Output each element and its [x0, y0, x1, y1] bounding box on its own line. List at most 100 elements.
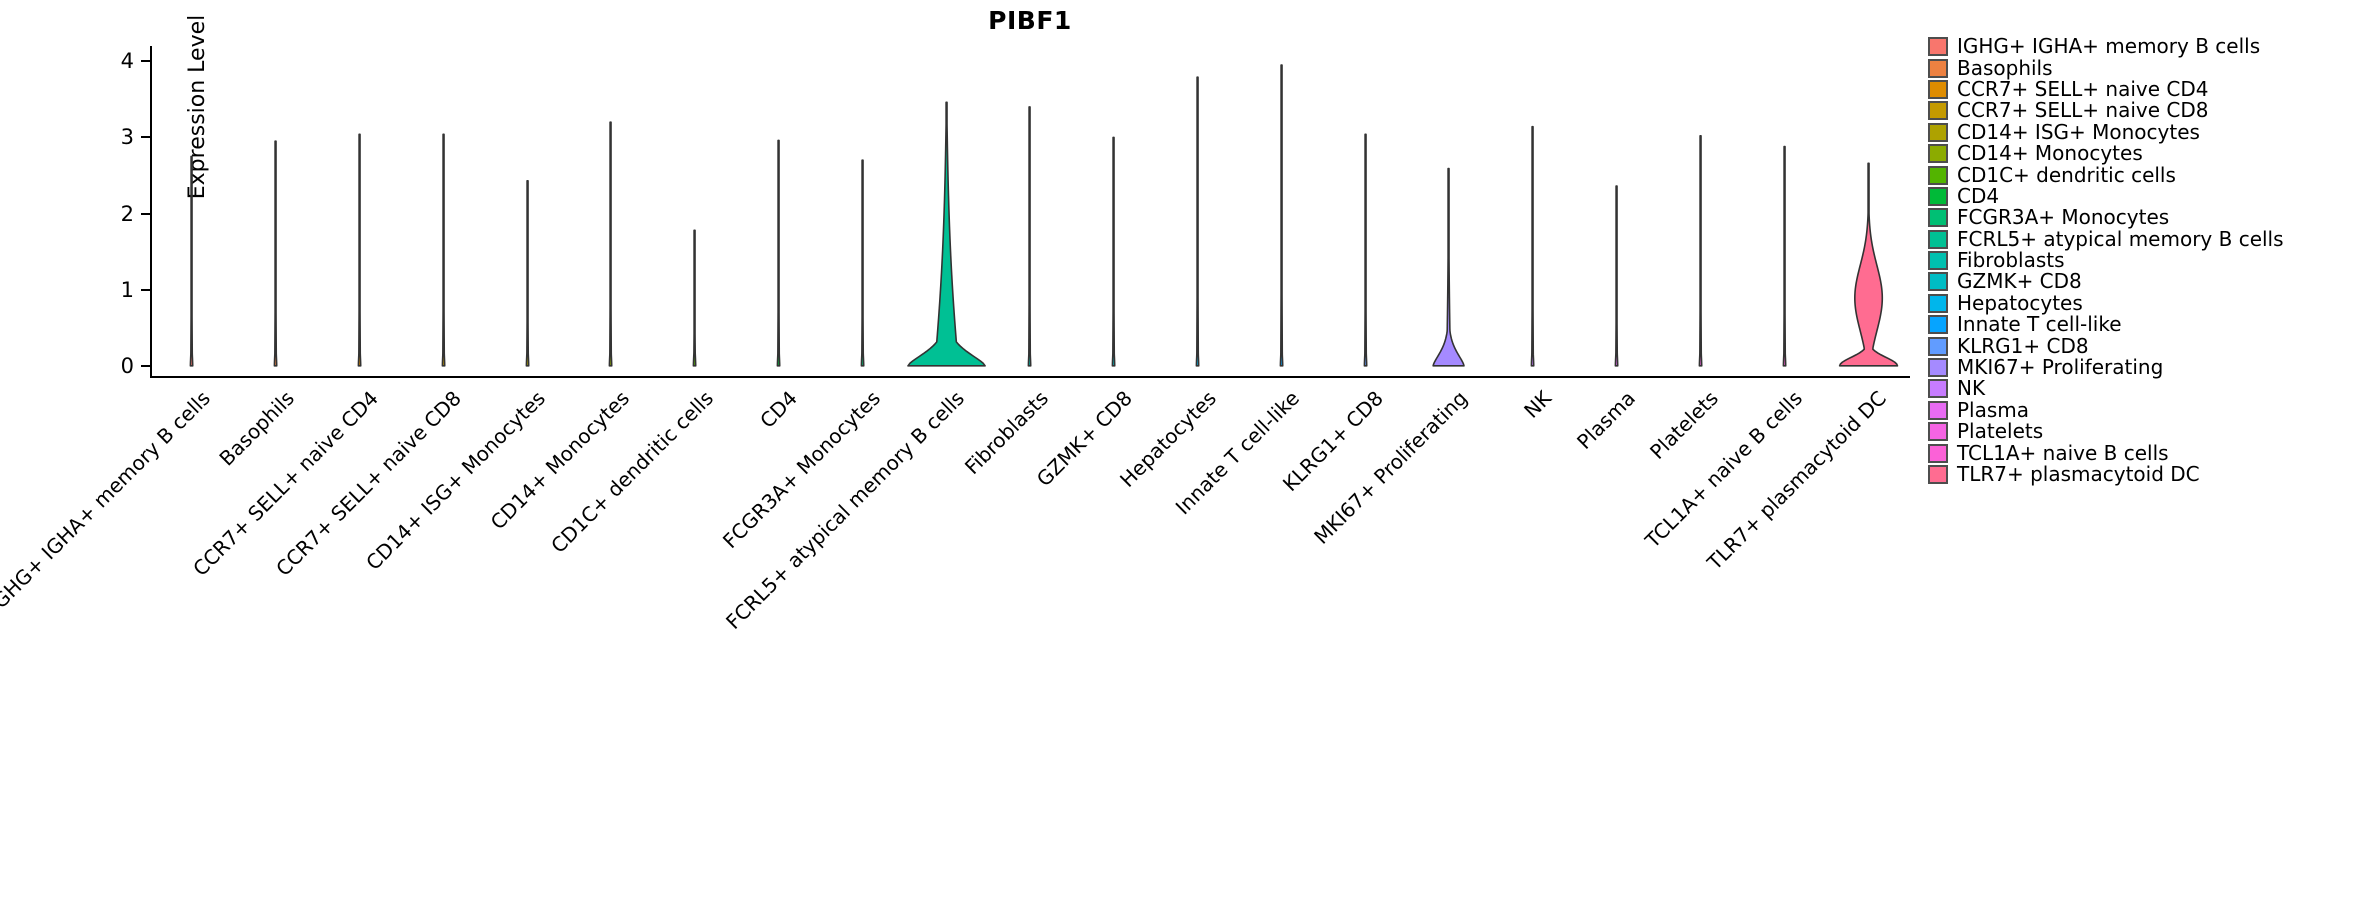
legend-item-label: MKI67+ Proliferating: [1957, 355, 2164, 380]
legend-item-label: CD14+ Monocytes: [1957, 141, 2143, 166]
legend-item[interactable]: CCR7+ SELL+ naive CD8: [1928, 100, 2284, 121]
legend-color-swatch: [1928, 208, 1948, 228]
violin-shape: [525, 179, 530, 367]
violin-body: [525, 179, 530, 367]
legend-item[interactable]: IGHG+ IGHA+ memory B cells: [1928, 36, 2284, 57]
x-axis-tick-label: FCGR3A+ Monocytes: [718, 386, 886, 554]
x-axis-tick-label: Platelets: [1645, 386, 1724, 464]
legend-item-label: Hepatocytes: [1957, 290, 2083, 315]
violin[interactable]: [991, 46, 1068, 378]
legend-item[interactable]: CD4: [1928, 183, 2284, 208]
violin-shape: [692, 229, 697, 367]
legend-item[interactable]: CD14+ Monocytes: [1928, 143, 2284, 164]
legend-item-label: CCR7+ SELL+ naive CD8: [1957, 98, 2209, 123]
y-axis-tick-label: 1: [120, 277, 134, 302]
violin[interactable]: [1075, 46, 1152, 378]
legend-item[interactable]: Hepatocytes: [1928, 290, 2284, 315]
violin[interactable]: [1159, 46, 1236, 378]
violin[interactable]: [1494, 46, 1571, 378]
legend-color-swatch: [1928, 144, 1948, 164]
violin[interactable]: [1662, 46, 1739, 378]
y-axis-tick: [141, 212, 150, 215]
violin[interactable]: [906, 46, 986, 378]
legend-color-swatch: [1928, 358, 1948, 378]
violin-shape: [1111, 136, 1116, 367]
violin-body: [1028, 106, 1032, 367]
legend-item[interactable]: CD1C+ dendritic cells: [1928, 164, 2284, 185]
legend-item-label: NK: [1957, 376, 1986, 401]
legend-item[interactable]: NK: [1928, 378, 2284, 399]
violin-body: [860, 159, 865, 367]
y-axis-tick-label: 3: [120, 125, 134, 150]
violin-shape: [1432, 167, 1466, 367]
legend-item-label: Fibroblasts: [1957, 248, 2065, 273]
violin-body: [357, 133, 362, 367]
legend-item-label: CD4: [1957, 183, 2000, 208]
legend-item-label: Platelets: [1957, 419, 2044, 444]
violin[interactable]: [1830, 46, 1907, 378]
violin[interactable]: [321, 46, 398, 378]
violin[interactable]: [405, 46, 482, 378]
y-axis-tick-label: 0: [120, 353, 134, 378]
violin[interactable]: [489, 46, 566, 378]
violin[interactable]: [824, 46, 901, 378]
legend-item[interactable]: Innate T cell-like: [1928, 314, 2284, 335]
legend-item[interactable]: GZMK+ CD8: [1928, 271, 2284, 292]
violin[interactable]: [1243, 46, 1320, 378]
legend-item-label: TLR7+ plasmacytoid DC: [1957, 462, 2200, 486]
legend-item[interactable]: FCRL5+ atypical memory B cells: [1928, 226, 2284, 251]
violin[interactable]: [153, 46, 230, 378]
violin-shape: [1838, 162, 1898, 367]
violin-body: [1111, 136, 1116, 367]
violin[interactable]: [740, 46, 817, 378]
legend-color-swatch: [1928, 336, 1948, 356]
y-axis-tick-label: 2: [120, 201, 134, 226]
legend-item-label: Innate T cell-like: [1957, 312, 2122, 337]
violin-shape: [357, 133, 362, 367]
legend-color-swatch: [1928, 165, 1948, 185]
legend-item-label: KLRG1+ CD8: [1957, 333, 2089, 358]
legend-item[interactable]: Plasma: [1928, 399, 2284, 421]
x-axis-tick-label: CD4: [754, 386, 802, 433]
legend-item[interactable]: CCR7+ SELL+ naive CD4: [1928, 78, 2284, 100]
legend-item-label: CD1C+ dendritic cells: [1957, 162, 2176, 187]
x-axis-spine: [150, 376, 1910, 378]
legend-item[interactable]: MKI67+ Proliferating: [1928, 357, 2284, 378]
violin-shape: [776, 139, 781, 367]
violin[interactable]: [1327, 46, 1404, 378]
legend-item[interactable]: KLRG1+ CD8: [1928, 335, 2284, 356]
legend-item[interactable]: TCL1A+ naive B cells: [1928, 442, 2284, 463]
legend-item[interactable]: TLR7+ plasmacytoid DC: [1928, 464, 2284, 485]
violin-body: [608, 121, 613, 367]
violin-series-group: [150, 46, 1910, 378]
y-axis-tick: [141, 136, 150, 139]
legend: IGHG+ IGHA+ memory B cells Basophils CCR7+…: [1928, 36, 2284, 485]
x-axis-tick-label: Basophils: [214, 386, 299, 471]
violin-body: [1195, 76, 1200, 367]
violin[interactable]: [1746, 46, 1823, 378]
legend-item-label: FCRL5+ atypical memory B cells: [1957, 226, 2284, 251]
violin-shape: [189, 155, 194, 367]
violin-shape: [1195, 76, 1200, 367]
legend-item[interactable]: Fibroblasts: [1928, 250, 2284, 271]
x-axis-tick-label: CD1C+ dendritic cells: [545, 386, 718, 558]
violin-shape: [1698, 135, 1703, 367]
legend-item-label: TCL1A+ naive B cells: [1957, 440, 2169, 465]
legend-color-swatch: [1928, 122, 1948, 142]
violin-shape: [1028, 106, 1032, 367]
legend-item[interactable]: CD14+ ISG+ Monocytes: [1928, 121, 2284, 143]
violin[interactable]: [1410, 46, 1487, 378]
violin[interactable]: [656, 46, 733, 378]
violin[interactable]: [1578, 46, 1655, 378]
legend-item[interactable]: FCGR3A+ Monocytes: [1928, 207, 2284, 228]
y-axis-spine: [150, 46, 152, 378]
violin-shape: [441, 133, 446, 367]
legend-item[interactable]: Platelets: [1928, 421, 2284, 442]
y-axis-tick: [141, 364, 150, 367]
legend-item[interactable]: Basophils: [1928, 57, 2284, 78]
violin[interactable]: [237, 46, 314, 378]
legend-item-label: FCGR3A+ Monocytes: [1957, 205, 2170, 230]
violin[interactable]: [572, 46, 649, 378]
violin-body: [1838, 162, 1898, 367]
page-title: PIBF1: [988, 6, 1072, 35]
